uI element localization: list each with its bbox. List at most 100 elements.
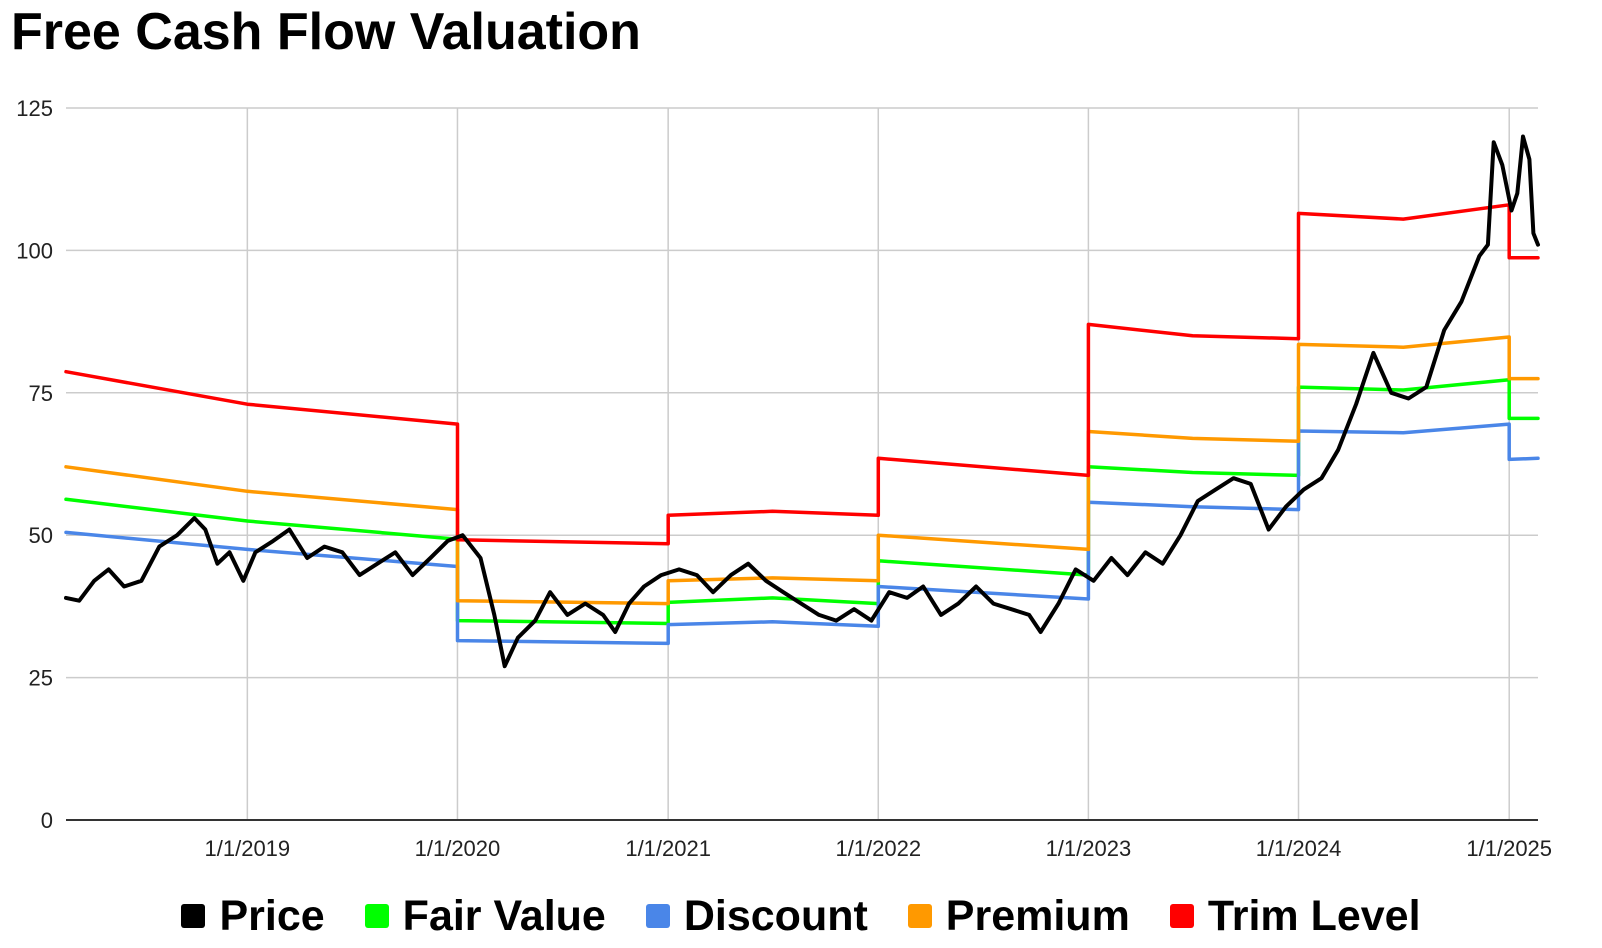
data-point-price (1303, 489, 1305, 491)
legend-item-premium: Premium (907, 892, 1130, 941)
tick-layer: 0 25 50 75 100 125 1/1/2019 1/1/2020 1/1/2021 1/1… (16, 96, 1552, 861)
data-point-price (176, 534, 178, 536)
legend-label: Trim Level (1207, 891, 1421, 940)
data-point-discount (1508, 423, 1510, 425)
data-point-fair-value (1508, 417, 1510, 419)
data-point-premium (1087, 548, 1089, 551)
data-point-price (957, 603, 959, 605)
data-point-price (678, 568, 680, 571)
data-point-trim-level (65, 371, 67, 373)
series-premium (64, 335, 1540, 606)
data-point-price (1460, 301, 1462, 303)
data-point-premium (246, 490, 248, 492)
data-point-price (193, 517, 195, 519)
y-tick-label: 125 (16, 96, 53, 121)
x-tick-label: 1/1/2022 (835, 836, 921, 861)
data-point-price (1268, 528, 1270, 531)
data-point-price (1487, 244, 1489, 246)
data-point-price (1250, 483, 1252, 485)
data-point-price (1285, 506, 1287, 508)
data-point-trim-level (456, 539, 459, 541)
data-point-price (1510, 209, 1513, 212)
data-point-discount (456, 640, 459, 642)
data-point-price (1493, 141, 1495, 143)
data-point-premium (1508, 336, 1510, 338)
data-point-trim-level (246, 403, 248, 405)
legend-swatch (181, 904, 206, 928)
data-point-trim-level (1402, 218, 1404, 220)
legend-swatch (1169, 904, 1194, 928)
data-point-price (1028, 614, 1030, 616)
data-point-discount (771, 621, 774, 623)
data-point-price (242, 580, 244, 582)
data-point-price (1215, 489, 1217, 491)
legend-item-discount: Discount (645, 892, 868, 941)
data-point-price (272, 540, 274, 542)
data-point-price (906, 597, 908, 599)
y-tick-label: 0 (41, 808, 53, 833)
chart-plot: 0 25 50 75 100 125 1/1/2019 1/1/2020 1/1/2021 1/1… (16, 96, 1552, 861)
data-point-price (818, 614, 820, 616)
data-point-price (1443, 329, 1445, 331)
x-tick-label: 1/1/2019 (205, 836, 291, 861)
series-fair-value (64, 377, 1540, 626)
data-point-discount (1508, 458, 1510, 460)
data-point-price (940, 614, 942, 616)
data-point-price (479, 557, 482, 559)
data-point-trim-level (877, 457, 879, 459)
data-point-price (1501, 164, 1503, 166)
series-price (64, 134, 1540, 669)
data-point-price (1478, 255, 1480, 257)
data-point-premium (1508, 378, 1510, 380)
series-line-fair-value (64, 377, 1540, 626)
data-point-price (975, 585, 977, 588)
data-point-trim-level (456, 423, 459, 425)
data-point-trim-level (667, 514, 669, 516)
data-point-price (835, 620, 837, 622)
data-point-price (643, 585, 645, 588)
data-point-price (566, 614, 569, 616)
data-point-price (323, 546, 326, 548)
data-point-premium (1402, 346, 1404, 348)
data-point-price (1355, 403, 1357, 405)
data-point-price (712, 591, 714, 593)
data-point-fair-value (1537, 417, 1539, 419)
data-point-trim-level (1297, 212, 1300, 214)
data-point-premium (1537, 378, 1539, 380)
data-point-price (1162, 563, 1164, 565)
y-tick-label: 100 (16, 238, 53, 263)
data-point-price (140, 580, 142, 582)
data-point-price (1075, 568, 1077, 571)
data-point-price (1516, 192, 1518, 194)
data-point-discount (667, 624, 669, 626)
data-point-trim-level (667, 543, 669, 545)
data-point-trim-level (877, 514, 879, 516)
data-point-price (853, 608, 855, 610)
legend-swatch (907, 904, 932, 928)
data-point-price (1179, 534, 1182, 536)
data-point-trim-level (1537, 257, 1539, 259)
data-point-price (992, 603, 995, 605)
data-point-price (1057, 603, 1060, 605)
legend-item-trim-level: Trim Level (1169, 891, 1421, 941)
y-tick-label: 25 (29, 666, 53, 691)
data-point-price (1197, 500, 1199, 502)
data-point-price (1232, 477, 1235, 479)
data-point-discount (1537, 457, 1539, 459)
data-point-price (1372, 352, 1374, 354)
data-point-discount (877, 625, 879, 627)
data-point-premium (1192, 437, 1194, 439)
data-point-premium (667, 603, 669, 605)
data-point-trim-level (1508, 257, 1510, 259)
data-point-price (549, 591, 551, 593)
data-point-premium (1297, 440, 1300, 442)
chart-title: Free Cash Flow Valuation (11, 3, 641, 61)
legend-item-price: Price (181, 892, 325, 941)
data-point-price (614, 631, 616, 633)
data-point-premium (877, 534, 879, 536)
data-point-fair-value (65, 498, 67, 500)
data-point-trim-level (771, 510, 774, 512)
data-point-premium (771, 577, 774, 579)
data-point-trim-level (1087, 474, 1089, 476)
data-point-price (288, 528, 290, 531)
